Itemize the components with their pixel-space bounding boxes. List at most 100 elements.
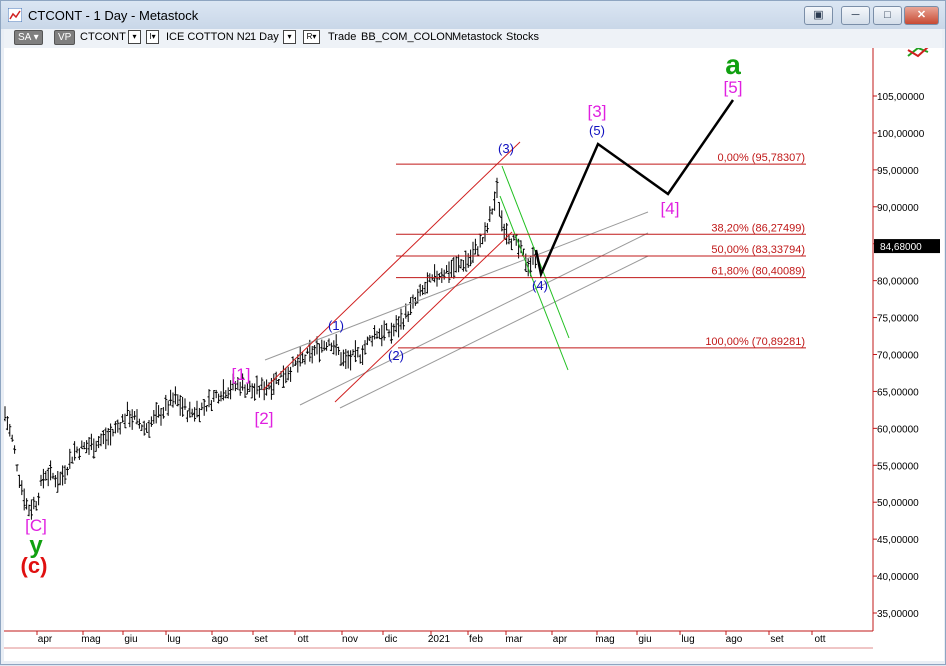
- close-button[interactable]: ✕: [904, 6, 939, 25]
- grey-channel-line: [264, 211, 649, 361]
- price-bar: [473, 238, 477, 255]
- price-bar: [421, 285, 425, 296]
- restore-chart-icon[interactable]: ▣: [804, 6, 833, 25]
- price-bar: [303, 354, 307, 365]
- price-bar: [298, 345, 302, 367]
- price-bar: [166, 400, 170, 416]
- price-bar: [397, 316, 401, 338]
- price-bar: [94, 440, 98, 452]
- security-type-icon[interactable]: I▾: [146, 30, 159, 44]
- window-title: CTCONT - 1 Day - Metastock: [28, 8, 199, 23]
- price-bar: [130, 409, 134, 430]
- r-dropdown-icon[interactable]: R▾: [303, 30, 320, 44]
- y-tick-label: 50,00000: [877, 498, 919, 509]
- y-axis: 35,00000 40,00000 45,00000 50,00000 55,00000…: [873, 92, 925, 620]
- price-bar: [226, 387, 230, 399]
- minimize-button[interactable]: ─: [841, 6, 870, 25]
- grey-channel-line: [339, 255, 649, 409]
- wave-label: [C]: [25, 516, 47, 535]
- price-bar: [334, 334, 338, 356]
- y-tick-label: 95,00000: [877, 166, 919, 177]
- price-bars: [3, 177, 537, 520]
- price-bar: [202, 398, 206, 416]
- price-bar: [461, 260, 465, 272]
- wave-label: (1): [328, 318, 344, 333]
- sa-label: SA: [18, 32, 31, 43]
- price-bar: [87, 436, 91, 455]
- price-bar: [221, 379, 225, 401]
- price-bar: [341, 349, 345, 367]
- y-tick-label: 45,00000: [877, 535, 919, 546]
- price-bar: [476, 246, 480, 257]
- price-bar: [236, 377, 240, 390]
- price-bar: [61, 465, 65, 486]
- price-bar: [197, 407, 201, 423]
- grey-channel-line: [299, 232, 649, 406]
- price-bar: [176, 394, 180, 407]
- price-bar: [27, 504, 31, 517]
- price-bar: [375, 330, 379, 339]
- price-bar: [171, 392, 175, 408]
- vp-button[interactable]: VP: [54, 30, 76, 45]
- period-dropdown-icon[interactable]: ▾: [283, 30, 296, 44]
- wave-label: [3]: [588, 102, 607, 121]
- period-label[interactable]: 1 Day: [250, 31, 279, 43]
- price-bar: [289, 366, 293, 382]
- red-channel-line: [334, 231, 513, 403]
- symbol-dropdown-icon[interactable]: ▾: [128, 30, 141, 44]
- price-bar: [10, 434, 14, 442]
- price-bar: [452, 256, 456, 279]
- price-bar: [207, 389, 211, 408]
- chart-svg[interactable]: 35,00000 40,00000 45,00000 50,00000 55,00000…: [3, 46, 944, 661]
- price-bar: [97, 436, 101, 449]
- price-bar: [133, 411, 137, 420]
- price-bar: [387, 329, 391, 338]
- price-bar: [255, 375, 259, 395]
- price-bar: [53, 475, 57, 488]
- price-bar: [49, 460, 53, 481]
- price-bar: [317, 343, 321, 363]
- price-bar: [329, 342, 333, 352]
- price-bar: [185, 410, 189, 423]
- wave-label: (5): [589, 123, 605, 138]
- price-bar: [301, 352, 305, 364]
- price-bar: [5, 416, 9, 431]
- price-bar: [212, 390, 216, 402]
- title-bar[interactable]: CTCONT - 1 Day - Metastock ▣ ─ □ ✕: [1, 1, 945, 29]
- price-bar: [245, 383, 249, 395]
- price-chart[interactable]: 35,00000 40,00000 45,00000 50,00000 55,00000…: [3, 46, 944, 661]
- price-bar: [440, 268, 444, 283]
- price-bar: [118, 422, 122, 435]
- price-bar: [500, 210, 504, 232]
- symbol-label[interactable]: CTCONT: [80, 31, 126, 43]
- price-bar: [325, 342, 329, 351]
- wave-labels: [C]y(c) [1] [2] (1) (2) (3) (4) (5) [3] [4] [5]a: [21, 49, 743, 578]
- wave-label: [2]: [255, 409, 274, 428]
- price-bar: [37, 492, 41, 506]
- price-bar: [121, 414, 125, 423]
- price-bar: [423, 281, 427, 295]
- price-bar: [437, 273, 441, 280]
- price-bar: [73, 441, 77, 461]
- price-bar: [533, 250, 537, 269]
- price-bar: [89, 433, 93, 451]
- fib-label: 38,20% (86,27499): [711, 222, 805, 234]
- price-bar: [39, 474, 43, 487]
- source-label: BB_COM_COLON: [361, 31, 453, 43]
- price-bar: [425, 272, 429, 294]
- y-tick-label: 65,00000: [877, 387, 919, 398]
- trade-label[interactable]: Trade: [328, 31, 357, 43]
- price-bar: [406, 311, 410, 323]
- price-bar: [243, 384, 247, 398]
- price-bar: [219, 391, 223, 402]
- wave-label: [5]: [724, 78, 743, 97]
- price-bar: [353, 340, 357, 363]
- sa-button[interactable]: SA ▾: [14, 30, 43, 45]
- x-tick-label: mag: [81, 634, 100, 645]
- x-axis: apr mag giu lug ago set ott nov dic 2021 feb mar apr…: [36, 631, 826, 645]
- price-bar: [229, 380, 233, 400]
- maximize-button[interactable]: □: [873, 6, 902, 25]
- price-bar: [485, 223, 489, 233]
- fib-label: 50,00% (83,33794): [711, 244, 805, 256]
